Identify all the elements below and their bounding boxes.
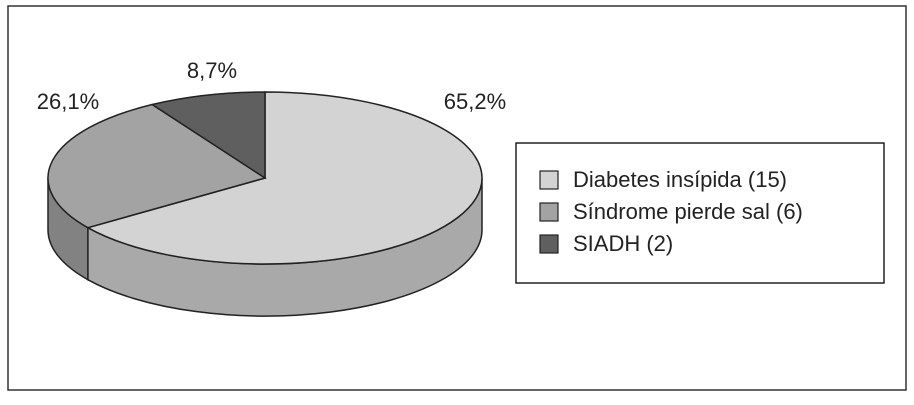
pie-slice [150, 91, 266, 180]
legend-box [515, 142, 885, 284]
value-label: 26,1% [37, 89, 99, 114]
value-label: 8,7% [187, 58, 237, 83]
legend-label: SIADH (2) [573, 231, 673, 256]
legend-swatch [539, 234, 559, 254]
legend-swatch [539, 170, 559, 190]
legend-label: Diabetes insípida (15) [573, 167, 787, 192]
pie-slice [85, 91, 483, 265]
value-label: 65,2% [444, 89, 506, 114]
legend-swatch [539, 202, 559, 222]
legend-label: Síndrome pierde sal (6) [573, 199, 803, 224]
pie-slice [47, 103, 267, 229]
